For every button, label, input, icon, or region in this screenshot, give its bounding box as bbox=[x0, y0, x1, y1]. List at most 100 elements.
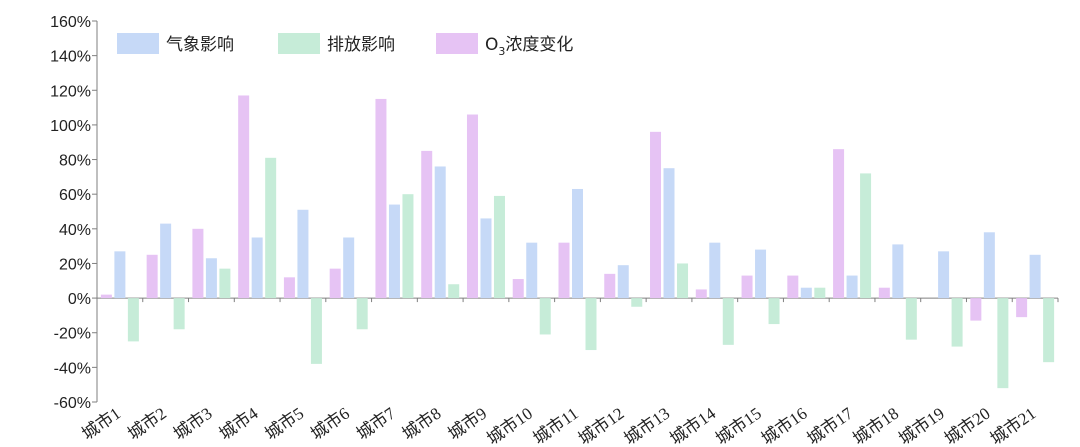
bar-排放影响-城市14 bbox=[722, 298, 734, 345]
bar-气象影响-城市3 bbox=[205, 258, 217, 299]
bar-气象影响-城市18 bbox=[892, 244, 904, 299]
bar-排放影响-城市18 bbox=[905, 298, 917, 340]
bar-排放影响-城市3 bbox=[219, 268, 231, 299]
x-tick-label: 城市8 bbox=[399, 404, 445, 444]
bar-排放影响-城市7 bbox=[402, 194, 414, 299]
bar-O3浓度变化-城市11 bbox=[558, 242, 570, 299]
legend: 气象影响 排放影响 O3浓度变化 bbox=[117, 33, 573, 58]
bar-O3浓度变化-城市16 bbox=[787, 275, 799, 299]
x-tick-label: 城市16 bbox=[758, 404, 811, 447]
x-tick-label: 城市2 bbox=[124, 404, 170, 444]
x-tick-label: 城市6 bbox=[307, 404, 353, 444]
bar-排放影响-城市6 bbox=[356, 298, 368, 330]
x-tick-label: 城市14 bbox=[666, 403, 719, 447]
bar-O3浓度变化-城市1 bbox=[100, 294, 112, 299]
y-tick-label: 20% bbox=[59, 256, 91, 273]
x-tick-label: 城市19 bbox=[895, 404, 948, 447]
bar-气象影响-城市6 bbox=[343, 237, 355, 299]
bar-气象影响-城市4 bbox=[251, 237, 263, 299]
y-tick-label: 100% bbox=[50, 118, 91, 135]
y-tick-label: 160% bbox=[50, 14, 91, 31]
y-tick-label: 40% bbox=[59, 222, 91, 239]
bar-O3浓度变化-城市7 bbox=[375, 98, 387, 299]
bar-排放影响-城市4 bbox=[265, 157, 277, 299]
bar-O3浓度变化-城市2 bbox=[146, 254, 158, 299]
bar-气象影响-城市20 bbox=[983, 232, 995, 299]
x-tick-label: 城市5 bbox=[262, 404, 308, 444]
y-tick-label: -40% bbox=[54, 360, 91, 377]
bar-O3浓度变化-城市21 bbox=[1016, 298, 1028, 318]
bars bbox=[100, 95, 1055, 389]
bar-气象影响-城市1 bbox=[114, 251, 126, 299]
legend-swatch bbox=[117, 33, 159, 54]
x-tick-label: 城市11 bbox=[530, 404, 582, 447]
legend-label: O3浓度变化 bbox=[485, 35, 573, 58]
x-tick-label: 城市15 bbox=[712, 404, 765, 447]
x-tick-label: 城市13 bbox=[621, 404, 674, 447]
legend-label: 排放影响 bbox=[327, 35, 395, 55]
y-tick-label: 60% bbox=[59, 187, 91, 204]
x-tick-label: 城市9 bbox=[445, 404, 491, 444]
bar-气象影响-城市21 bbox=[1029, 254, 1041, 299]
bar-排放影响-城市10 bbox=[539, 298, 551, 335]
bar-O3浓度变化-城市12 bbox=[604, 273, 616, 299]
bar-O3浓度变化-城市9 bbox=[466, 114, 478, 299]
bar-排放影响-城市12 bbox=[631, 298, 643, 307]
bar-气象影响-城市13 bbox=[663, 168, 675, 299]
bar-排放影响-城市20 bbox=[997, 298, 1009, 389]
bar-O3浓度变化-城市15 bbox=[741, 275, 753, 299]
x-tick-label: 城市4 bbox=[216, 403, 262, 443]
x-tick-label: 城市20 bbox=[941, 404, 994, 447]
bar-气象影响-城市17 bbox=[846, 275, 858, 299]
bar-气象影响-城市10 bbox=[526, 242, 538, 299]
bar-排放影响-城市15 bbox=[768, 298, 780, 325]
x-tick-label: 城市12 bbox=[575, 404, 628, 447]
x-tick-label: 城市3 bbox=[170, 404, 216, 444]
x-tick-label: 城市18 bbox=[849, 404, 902, 447]
y-tick-label: -20% bbox=[54, 326, 91, 343]
bar-排放影响-城市16 bbox=[814, 287, 826, 299]
bar-排放影响-城市8 bbox=[448, 284, 460, 299]
bar-排放影响-城市11 bbox=[585, 298, 597, 351]
bar-O3浓度变化-城市20 bbox=[970, 298, 982, 321]
bar-排放影响-城市17 bbox=[860, 173, 872, 299]
bar-排放影响-城市13 bbox=[677, 263, 689, 299]
bar-O3浓度变化-城市17 bbox=[833, 149, 845, 299]
y-tick-label: 140% bbox=[50, 49, 91, 66]
bar-排放影响-城市9 bbox=[493, 195, 505, 299]
x-tick-label: 城市10 bbox=[483, 404, 536, 447]
x-tick-label: 城市21 bbox=[987, 404, 1040, 447]
x-tick-label: 城市7 bbox=[353, 403, 399, 443]
legend-label: 气象影响 bbox=[166, 35, 234, 55]
bar-排放影响-城市2 bbox=[173, 298, 185, 330]
bar-O3浓度变化-城市14 bbox=[695, 289, 707, 299]
bar-气象影响-城市16 bbox=[800, 287, 812, 299]
bar-O3浓度变化-城市13 bbox=[650, 131, 662, 299]
bar-气象影响-城市12 bbox=[617, 265, 629, 299]
bar-气象影响-城市5 bbox=[297, 209, 309, 299]
bar-气象影响-城市8 bbox=[434, 166, 446, 299]
bar-O3浓度变化-城市18 bbox=[878, 287, 890, 299]
bar-排放影响-城市19 bbox=[951, 298, 963, 347]
bar-气象影响-城市7 bbox=[388, 204, 400, 299]
y-tick-label: 120% bbox=[50, 83, 91, 100]
bar-O3浓度变化-城市4 bbox=[238, 95, 250, 299]
bar-气象影响-城市19 bbox=[938, 251, 950, 299]
x-tick-label: 城市17 bbox=[804, 403, 857, 447]
bar-排放影响-城市5 bbox=[310, 298, 322, 364]
bar-排放影响-城市21 bbox=[1043, 298, 1055, 363]
y-tick-label: 0% bbox=[68, 291, 91, 308]
bar-O3浓度变化-城市6 bbox=[329, 268, 341, 299]
bar-排放影响-城市1 bbox=[127, 298, 139, 342]
bar-气象影响-城市9 bbox=[480, 218, 492, 299]
y-tick-label: 80% bbox=[59, 153, 91, 170]
y-tick-label: -60% bbox=[54, 395, 91, 412]
bar-气象影响-城市15 bbox=[755, 249, 767, 299]
y-axis: -60% -40% -20% 0% 20% 40% 60% 80% 100% 120% 140% 16… bbox=[50, 14, 98, 412]
bar-O3浓度变化-城市10 bbox=[512, 279, 524, 299]
bar-气象影响-城市14 bbox=[709, 242, 721, 299]
bar-气象影响-城市2 bbox=[160, 223, 172, 299]
legend-swatch bbox=[278, 33, 320, 54]
